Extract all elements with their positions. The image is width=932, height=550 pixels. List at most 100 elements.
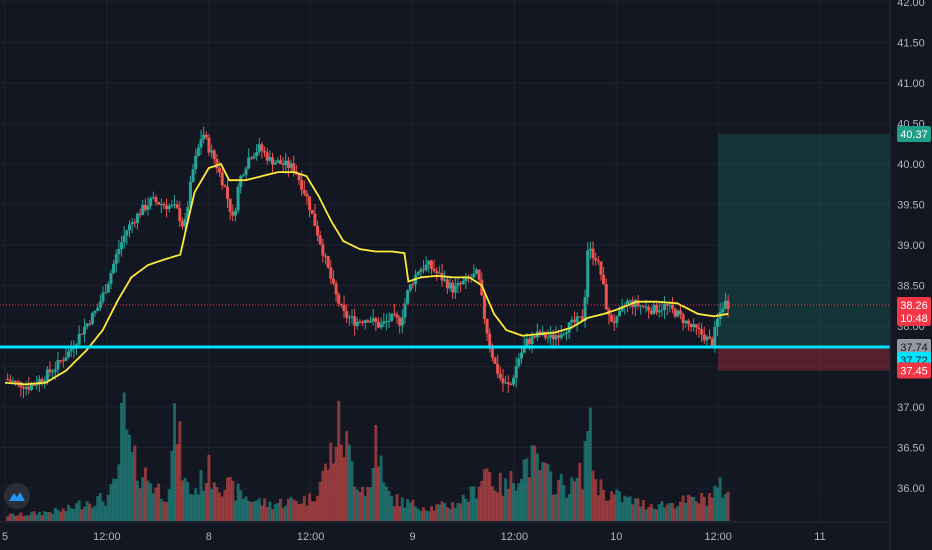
volume-bar xyxy=(477,486,481,521)
candle-body xyxy=(456,282,460,286)
volume-bar xyxy=(120,402,124,521)
candle-body xyxy=(252,156,256,159)
volume-bar xyxy=(398,506,402,521)
candle-body xyxy=(546,337,550,339)
candle-body xyxy=(196,147,200,156)
volume-bar xyxy=(432,510,436,521)
candle-body xyxy=(411,284,415,286)
candle-body xyxy=(125,230,129,236)
candle-body xyxy=(580,316,584,321)
candle-body xyxy=(636,300,640,306)
volume-bar xyxy=(143,467,147,521)
volume-bar xyxy=(133,445,137,521)
candle-body xyxy=(429,260,433,269)
volume-bar xyxy=(382,482,386,521)
volume-bar xyxy=(541,462,545,521)
candle-body xyxy=(175,204,179,209)
volume-bar xyxy=(82,506,86,521)
candle-body xyxy=(228,198,232,212)
horizontal-lines[interactable] xyxy=(0,304,890,349)
volume-bar xyxy=(278,499,282,521)
volume-bar xyxy=(525,458,529,521)
volume-bar xyxy=(263,498,267,521)
volume-bar xyxy=(321,470,325,521)
volume-bar xyxy=(276,503,280,521)
candle-body xyxy=(472,273,476,278)
candle-body xyxy=(67,351,71,358)
volume-bar xyxy=(628,496,632,521)
volume-bar xyxy=(591,470,595,521)
candle-body xyxy=(665,303,669,306)
candle-body xyxy=(702,334,706,341)
volume-bar xyxy=(67,504,71,521)
volume-bar xyxy=(726,491,730,521)
candle-body xyxy=(490,345,494,358)
candle-body xyxy=(241,175,245,177)
price-tick-label: 42.00 xyxy=(897,0,925,9)
volume-bar xyxy=(271,509,275,521)
volume-bar xyxy=(620,502,624,521)
candle-body xyxy=(215,159,219,169)
volume-bar xyxy=(80,509,84,521)
volume-bar xyxy=(583,441,587,521)
candle-body xyxy=(496,363,500,374)
volume-bar xyxy=(647,507,651,521)
candle-body xyxy=(485,318,489,334)
candlestick-series xyxy=(6,126,730,399)
chart-grid xyxy=(0,0,890,522)
volume-bar xyxy=(665,504,669,521)
volume-bar xyxy=(480,480,484,521)
volume-bar xyxy=(559,473,563,521)
volume-bar xyxy=(350,461,354,521)
price-tick-label: 39.50 xyxy=(897,200,925,212)
volume-bar xyxy=(14,516,18,521)
volume-bar xyxy=(488,472,492,521)
candle-body xyxy=(207,137,211,153)
volume-bar xyxy=(244,496,248,521)
candle-body xyxy=(162,204,166,206)
candle-body xyxy=(387,320,391,322)
volume-bar xyxy=(165,502,169,521)
candle-body xyxy=(149,198,153,206)
volume-bar xyxy=(146,480,150,521)
volume-bar xyxy=(546,464,550,521)
candle-body xyxy=(165,205,169,210)
candle-body xyxy=(183,219,187,227)
candle-body xyxy=(649,310,653,314)
volume-bar xyxy=(387,490,391,521)
volume-bar xyxy=(575,477,579,521)
volume-bar xyxy=(308,493,312,521)
candle-body xyxy=(514,366,518,379)
volume-bar xyxy=(249,502,253,521)
profit-zone xyxy=(718,134,890,348)
price-tag-label: 37.45 xyxy=(900,366,928,378)
volume-bar xyxy=(72,508,76,521)
candle-body xyxy=(459,282,463,285)
time-axis[interactable]: 5 12:00 8 12:00 9 12:00 10 12:00 11 xyxy=(2,531,826,543)
candle-body xyxy=(398,317,402,326)
candle-body xyxy=(586,250,590,298)
volume-bar xyxy=(697,503,701,521)
candle-body xyxy=(350,316,354,318)
volume-bar xyxy=(218,492,222,521)
candle-body xyxy=(345,311,349,318)
tradingview-logo-button[interactable] xyxy=(4,483,30,509)
volume-bar xyxy=(406,499,410,521)
volume-bar xyxy=(40,514,44,521)
candle-body xyxy=(233,210,237,216)
volume-bar xyxy=(493,490,497,521)
volume-bar xyxy=(339,444,343,521)
volume-bar xyxy=(633,498,637,521)
price-tick-label: 36.50 xyxy=(897,443,925,455)
volume-bar xyxy=(689,496,693,521)
candle-body xyxy=(625,300,629,305)
candle-body xyxy=(305,193,309,197)
volume-bar xyxy=(498,472,502,521)
candle-body xyxy=(29,384,33,390)
volume-bar xyxy=(286,498,290,521)
long-position-tool[interactable] xyxy=(718,134,890,371)
candle-body xyxy=(114,254,118,264)
candle-body xyxy=(112,263,116,274)
volume-bar xyxy=(122,392,126,521)
